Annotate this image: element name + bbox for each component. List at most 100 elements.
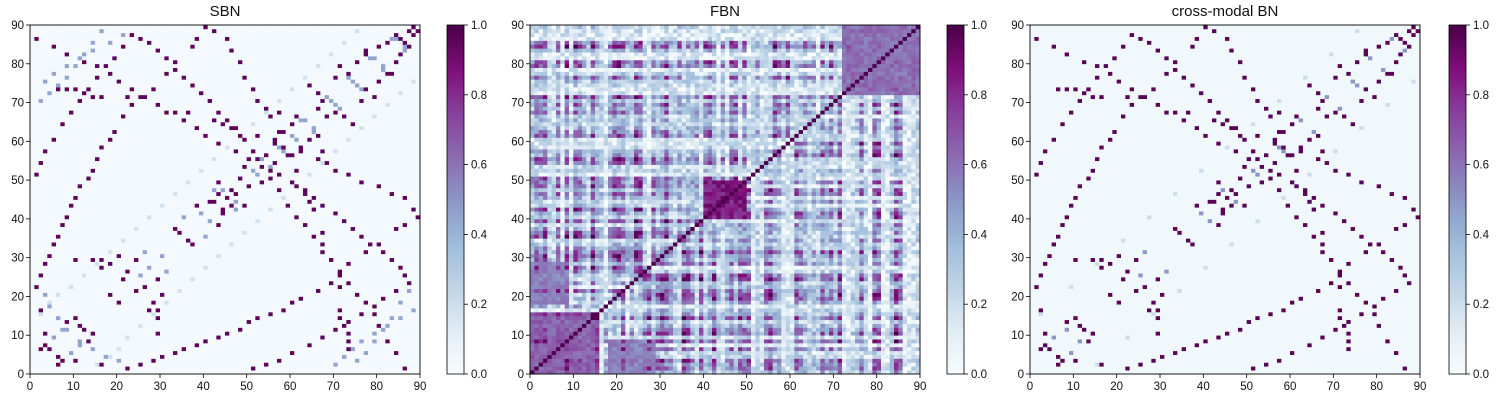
heatmap-cell: [195, 207, 200, 211]
heatmap-cell: [342, 211, 347, 215]
heatmap-cell: [368, 215, 373, 219]
heatmap-cell: [173, 231, 178, 235]
heatmap-cell: [403, 180, 408, 184]
heatmap-cell: [394, 250, 399, 254]
heatmap-cell: [169, 339, 174, 343]
heatmap-cell: [112, 355, 117, 359]
heatmap-cell: [238, 231, 243, 235]
heatmap-cell: [359, 192, 364, 196]
heatmap-cell: [260, 285, 265, 289]
heatmap-cell: [351, 246, 356, 250]
heatmap-cell: [195, 362, 200, 366]
heatmap-cell: [156, 335, 161, 339]
heatmap-cell: [195, 285, 200, 289]
heatmap-cell: [385, 316, 390, 320]
heatmap-cell: [112, 180, 117, 184]
heatmap-cell: [34, 300, 39, 304]
heatmap-cell: [299, 254, 304, 258]
heatmap-cell: [390, 347, 395, 351]
heatmap-cell: [125, 242, 130, 246]
heatmap-cell: [86, 161, 91, 165]
heatmap-cell: [385, 161, 390, 165]
heatmap-cell: [377, 203, 382, 207]
heatmap-cell: [355, 200, 360, 204]
heatmap-cell: [268, 176, 273, 180]
heatmap-cell: [368, 339, 373, 343]
heatmap-cell: [151, 242, 156, 246]
heatmap-cell: [290, 219, 295, 223]
heatmap-cell: [164, 343, 169, 347]
heatmap-cell: [255, 223, 260, 227]
heatmap-cell: [377, 207, 382, 211]
heatmap-cell: [30, 242, 35, 246]
heatmap-cell: [56, 281, 61, 285]
heatmap-cell: [407, 184, 412, 188]
heatmap-cell: [273, 296, 278, 300]
heatmap-cell: [69, 238, 74, 242]
heatmap-cell: [394, 347, 399, 351]
heatmap-cell: [173, 351, 178, 355]
heatmap-cell: [164, 265, 169, 269]
heatmap-cell: [377, 254, 382, 258]
heatmap-cell: [156, 269, 161, 273]
heatmap-cell: [216, 308, 221, 312]
heatmap-cell: [134, 296, 139, 300]
heatmap-cell: [351, 362, 356, 366]
heatmap-cell: [69, 296, 74, 300]
heatmap-cell: [39, 250, 44, 254]
heatmap-cell: [169, 312, 174, 316]
heatmap-cell: [199, 180, 204, 184]
heatmap-cell: [268, 312, 273, 316]
heatmap-cell: [381, 320, 386, 324]
heatmap-cell: [320, 219, 325, 223]
heatmap-cell: [208, 211, 213, 215]
heatmap-cell: [125, 246, 130, 250]
heatmap-cell: [52, 296, 57, 300]
heatmap-cell: [212, 157, 217, 161]
heatmap-cell: [290, 254, 295, 258]
heatmap-cell: [56, 300, 61, 304]
heatmap-cell: [368, 207, 373, 211]
heatmap-cell: [294, 262, 299, 266]
heatmap-cell: [251, 358, 256, 362]
heatmap-cell: [39, 331, 44, 335]
heatmap-cell: [320, 331, 325, 335]
heatmap-cell: [364, 215, 369, 219]
heatmap-cell: [286, 351, 291, 355]
heatmap-cell: [329, 351, 334, 355]
heatmap-cell: [82, 312, 87, 316]
heatmap-cell: [30, 347, 35, 351]
heatmap-cell: [203, 316, 208, 320]
heatmap-cell: [65, 254, 70, 258]
heatmap-cell: [56, 176, 61, 180]
heatmap-cell: [407, 227, 412, 231]
heatmap-cell: [351, 366, 356, 370]
heatmap-cell: [143, 168, 148, 172]
heatmap-cell: [260, 231, 265, 235]
heatmap-cell: [99, 200, 104, 204]
heatmap-cell: [333, 355, 338, 359]
heatmap-cell: [199, 269, 204, 273]
heatmap-cell: [359, 308, 364, 312]
heatmap-cell: [385, 231, 390, 235]
heatmap-cell: [182, 304, 187, 308]
heatmap-cell: [225, 304, 230, 308]
heatmap-cell: [247, 242, 252, 246]
heatmap-cell: [43, 304, 48, 308]
heatmap-cell: [260, 172, 265, 176]
heatmap-cell: [346, 351, 351, 355]
heatmap-cell: [255, 219, 260, 223]
heatmap-cell: [91, 184, 96, 188]
heatmap-cell: [39, 351, 44, 355]
heatmap-cell: [104, 165, 109, 169]
heatmap-cell: [182, 293, 187, 297]
heatmap-cell: [169, 316, 174, 320]
heatmap-cell: [203, 219, 208, 223]
heatmap-cell: [234, 215, 239, 219]
heatmap-cell: [138, 327, 143, 331]
heatmap-cell: [351, 258, 356, 262]
heatmap-cell: [268, 200, 273, 204]
heatmap-cell: [268, 211, 273, 215]
heatmap-cell: [346, 215, 351, 219]
heatmap-cell: [277, 331, 282, 335]
